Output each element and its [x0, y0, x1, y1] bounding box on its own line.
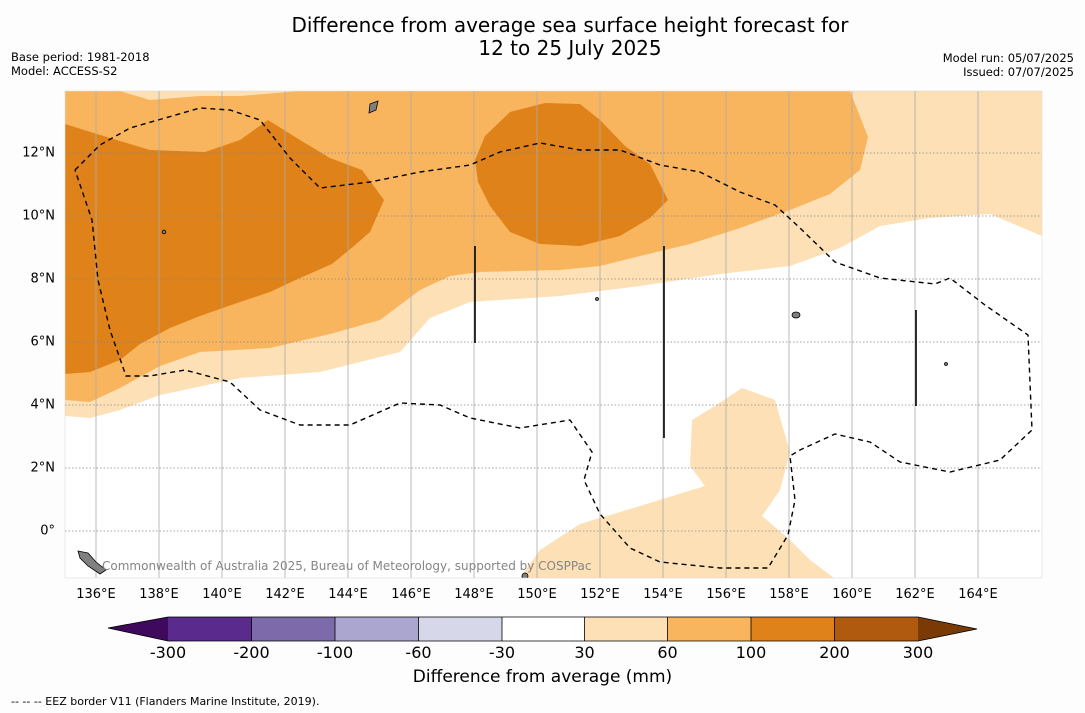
- lon-tick: 150°E: [517, 587, 557, 602]
- lon-tick: 162°E: [895, 587, 935, 602]
- colorbar-label: Difference from average (mm): [412, 667, 673, 687]
- colorbar-extension-high: [918, 617, 977, 641]
- colorbar-tick: -300: [149, 643, 187, 662]
- map-title: Difference from average sea surface heig…: [0, 14, 1085, 60]
- colorbar-extension-low: [108, 617, 168, 641]
- colorbar-tick: 30: [574, 643, 595, 662]
- lon-tick: 138°E: [139, 587, 179, 602]
- title-line-1: Difference from average sea surface heig…: [291, 13, 849, 37]
- lon-tick: 156°E: [706, 587, 746, 602]
- lat-tick: 10°N: [22, 208, 55, 224]
- lon-tick: 154°E: [643, 587, 683, 602]
- lon-tick: 152°E: [580, 587, 620, 602]
- lon-tick: 164°E: [958, 587, 998, 602]
- islands: [77, 100, 948, 578]
- model-run: Model run: 05/07/2025: [942, 51, 1074, 65]
- graticule-meridians: [95, 91, 979, 578]
- lon-tick: 136°E: [76, 587, 116, 602]
- lon-tick: 160°E: [832, 587, 872, 602]
- colorbar: [107, 616, 978, 642]
- colorbar-tick: 200: [819, 643, 850, 662]
- colorbar-tick: -30: [488, 643, 516, 662]
- colorbar-swatch: [418, 617, 502, 641]
- model-name: Model: ACCESS-S2: [11, 63, 118, 78]
- lat-tick: 2°N: [30, 460, 56, 476]
- contour-30-60-south: [520, 388, 834, 578]
- issued-date: Issued: 07/07/2025: [963, 64, 1074, 79]
- lon-tick: 144°E: [328, 587, 368, 602]
- colorbar-swatch: [251, 617, 335, 641]
- eez-border: [74, 107, 1033, 569]
- lon-tick: 146°E: [391, 587, 431, 602]
- colorbar-tick: 100: [735, 643, 767, 662]
- contour-100-200-west: [65, 120, 384, 374]
- eez-footnote: -- -- -- EEZ border V11 (Flanders Marine…: [11, 695, 320, 708]
- boundary-lines: [474, 246, 917, 438]
- colorbar-swatch: [667, 617, 751, 641]
- base-period: Base period: 1981-2018: [11, 50, 150, 64]
- map-area: [65, 91, 1042, 578]
- colorbar-tick: -100: [316, 643, 354, 662]
- map-frame: [64, 90, 1043, 579]
- colorbar-tick: 300: [902, 643, 934, 662]
- colorbar-dividers: [251, 617, 835, 641]
- colorbar-swatch: [502, 617, 585, 641]
- lat-tick: 6°N: [30, 334, 56, 350]
- colorbar-swatch: [834, 617, 918, 641]
- lon-tick: 142°E: [265, 587, 305, 602]
- copyright-notice: Commonwealth of Australia 2025, Bureau o…: [102, 559, 592, 573]
- meta-left: Base period: 1981-2018 Model: ACCESS-S2: [11, 50, 150, 78]
- colorbar-tick: -200: [233, 643, 270, 662]
- lon-tick: 158°E: [769, 587, 809, 602]
- colorbar-outline: [107, 616, 978, 642]
- meta-right: Model run: 05/07/2025 Issued: 07/07/2025: [942, 51, 1074, 79]
- lat-tick: 4°N: [30, 397, 56, 413]
- lat-tick: 12°N: [22, 145, 55, 161]
- lat-tick: 8°N: [30, 271, 56, 287]
- colorbar-swatch: [335, 617, 419, 641]
- colorbar-swatch: [168, 617, 252, 641]
- colorbar-tick: -60: [405, 643, 432, 662]
- lon-tick: 148°E: [454, 587, 494, 602]
- colorbar-swatch: [751, 617, 835, 641]
- colorbar-tick: 60: [657, 643, 678, 662]
- lon-tick: 140°E: [202, 587, 242, 602]
- title-line-2: 12 to 25 July 2025: [478, 36, 662, 60]
- colorbar-swatch: [584, 617, 668, 641]
- lat-tick: 0°: [40, 523, 55, 539]
- contour-100-200-central: [475, 103, 668, 246]
